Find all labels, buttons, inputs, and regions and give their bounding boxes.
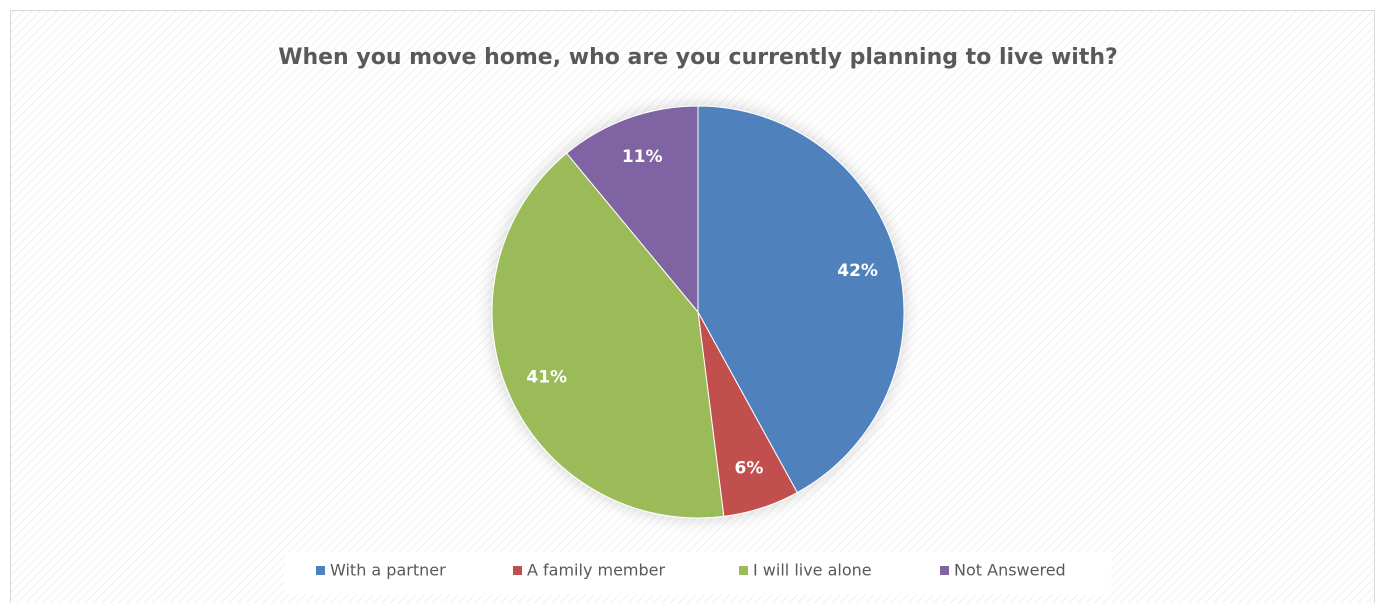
chart-title: When you move home, who are you currentl… xyxy=(278,45,1118,70)
pie-slice xyxy=(565,105,699,314)
legend-swatch xyxy=(940,566,949,575)
legend-label: With a partner xyxy=(330,561,446,580)
data-label: 6% xyxy=(734,459,763,479)
legend-swatch xyxy=(739,566,748,575)
legend-label: A family member xyxy=(527,561,666,580)
legend-label: Not Answered xyxy=(954,561,1066,580)
pie-slice xyxy=(697,105,905,494)
legend-swatch xyxy=(316,566,325,575)
data-label: 11% xyxy=(622,147,663,167)
legend-label: I will live alone xyxy=(753,561,872,580)
legend-swatch xyxy=(513,566,522,575)
legend-box xyxy=(285,552,1111,594)
pie-slice xyxy=(491,152,725,519)
data-label: 41% xyxy=(526,367,567,387)
data-label: 42% xyxy=(837,261,878,281)
pie xyxy=(491,105,905,519)
